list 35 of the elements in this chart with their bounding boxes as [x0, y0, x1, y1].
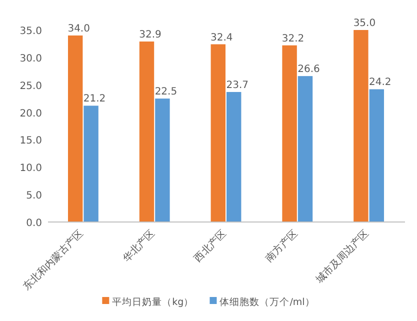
bar: [282, 45, 297, 222]
y-tick-label: 15.0: [20, 136, 42, 147]
x-tick-label: 华北产区: [120, 228, 158, 264]
bar: [298, 76, 313, 222]
x-tick-label: 南方产区: [263, 228, 300, 264]
bar: [155, 98, 170, 222]
bar: [354, 30, 368, 222]
data-label: 32.4: [210, 32, 233, 44]
bar: [226, 92, 242, 222]
y-tick-label: 5.0: [26, 190, 42, 202]
legend-label: 体细胞数（万个/ml）: [220, 296, 315, 308]
bar: [139, 42, 154, 222]
data-label: 32.9: [139, 30, 162, 41]
y-tick-label: 0.0: [26, 218, 42, 229]
data-label: 35.0: [353, 18, 376, 29]
bar: [84, 106, 98, 222]
y-tick-label: 20.0: [20, 108, 42, 120]
bar: [68, 35, 83, 222]
x-tick-label: 东北和内蒙古产区: [20, 228, 86, 293]
data-label: 21.2: [83, 94, 106, 105]
y-tick-label: 30.0: [20, 53, 42, 64]
y-tick-label: 35.0: [20, 26, 42, 37]
data-label: 32.2: [282, 33, 304, 44]
data-label: 34.0: [68, 23, 90, 34]
data-label: 22.5: [154, 86, 178, 98]
data-label: 23.7: [226, 80, 248, 91]
x-tick-label: 西北产区: [192, 228, 229, 264]
x-tick-label: 城市及周边产区: [312, 228, 372, 286]
y-tick-label: 10.0: [20, 163, 42, 174]
bar: [369, 89, 384, 222]
data-label: 26.6: [298, 64, 320, 76]
data-label: 24.2: [369, 77, 392, 88]
legend-label: 平均日奶量（kg）: [112, 296, 194, 308]
y-tick-label: 25.0: [20, 80, 42, 92]
bar: [210, 44, 226, 222]
